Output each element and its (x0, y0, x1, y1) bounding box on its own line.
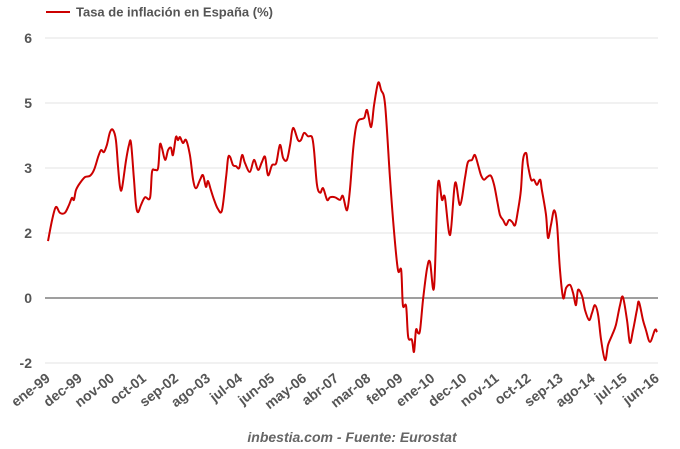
legend-label: Tasa de inflación en España (%) (76, 5, 273, 20)
source-note: inbestia.com - Fuente: Eurostat (247, 429, 458, 445)
inflation-series-line (47, 81, 658, 362)
y-tick-label: 3 (24, 160, 32, 176)
y-tick-label: 0 (24, 290, 32, 306)
y-tick-label: 2 (24, 225, 32, 241)
y-tick-label: 5 (24, 95, 32, 111)
gridlines (45, 37, 658, 364)
x-axis: ene-99dec-99nov-00oct-01sep-02ago-03jul-… (8, 370, 662, 412)
y-axis: 6 5 3 2 0 -2 (20, 30, 33, 371)
x-tick-label: jun-16 (619, 370, 662, 409)
legend: Tasa de inflación en España (%) (46, 5, 273, 20)
y-tick-label: 6 (24, 30, 32, 46)
y-tick-label: -2 (20, 355, 33, 371)
series-layer (47, 81, 658, 362)
